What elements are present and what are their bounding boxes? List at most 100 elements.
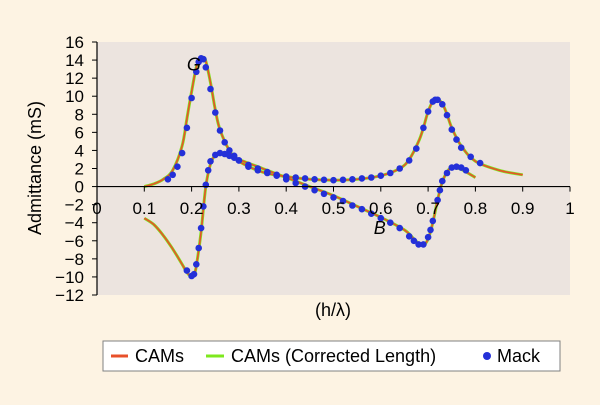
- y-tick-label: 14: [65, 51, 84, 70]
- y-tick-label: 4: [75, 141, 84, 160]
- x-tick-label: 0.3: [227, 199, 251, 218]
- legend-swatch-mack: [483, 352, 491, 360]
- mack-point: [221, 139, 228, 146]
- mack-point: [207, 158, 214, 165]
- mack-point: [405, 233, 413, 240]
- mack-point: [320, 176, 328, 184]
- x-axis-title: (h/λ): [315, 300, 351, 320]
- mack-point: [439, 101, 446, 108]
- mack-point: [330, 194, 337, 201]
- mack-point: [183, 124, 191, 132]
- mack-point: [453, 136, 460, 143]
- mack-point: [434, 96, 441, 104]
- mack-point: [200, 203, 207, 210]
- x-tick-label: 0.6: [369, 199, 393, 218]
- mack-point: [320, 190, 328, 198]
- mack-point: [410, 237, 418, 245]
- mack-point: [174, 163, 181, 170]
- x-tick-label: 1: [565, 199, 574, 218]
- mack-point: [245, 161, 252, 169]
- mack-point: [405, 157, 413, 164]
- mack-point: [202, 64, 210, 71]
- plot-area: [97, 42, 570, 295]
- mack-point: [448, 126, 456, 133]
- mack-point: [212, 109, 219, 116]
- x-tick-label: 0.7: [416, 199, 440, 218]
- mack-point: [188, 94, 195, 102]
- y-tick-label: −2: [65, 196, 84, 215]
- mack-point: [178, 149, 186, 157]
- y-tick-label: 12: [65, 69, 84, 88]
- y-tick-label: 16: [65, 33, 84, 52]
- mack-point: [226, 147, 233, 154]
- mack-point: [197, 224, 205, 232]
- x-tick-label: 0.4: [274, 199, 298, 218]
- x-tick-label: 0.2: [180, 199, 204, 218]
- y-tick-label: 10: [65, 87, 84, 106]
- mack-point: [195, 244, 202, 252]
- mack-point: [235, 157, 243, 164]
- y-tick-label: −8: [65, 250, 84, 269]
- mack-point: [443, 111, 451, 119]
- mack-point: [457, 144, 465, 151]
- mack-point: [476, 159, 484, 167]
- mack-point: [368, 174, 375, 181]
- mack-point: [420, 124, 427, 132]
- legend: CAMs CAMs (Corrected Length) Mack: [102, 340, 561, 372]
- mack-point: [415, 241, 422, 248]
- x-tick-label: 0: [92, 199, 101, 218]
- mack-point: [254, 165, 262, 172]
- mack-point: [164, 176, 172, 183]
- x-tick-label: 0.8: [464, 199, 488, 218]
- mack-point: [273, 172, 281, 179]
- mack-point: [396, 224, 404, 232]
- mack-point: [349, 202, 356, 209]
- mack-point: [193, 261, 200, 268]
- mack-point: [429, 217, 437, 225]
- mack-point: [387, 169, 394, 177]
- mack-point: [377, 172, 385, 179]
- mack-point: [311, 176, 318, 183]
- legend-label-mack: Mack: [497, 346, 541, 366]
- mack-point: [358, 175, 366, 182]
- mack-point: [207, 85, 214, 93]
- y-tick-label: 8: [75, 105, 84, 124]
- y-tick-label: 0: [75, 178, 84, 197]
- mack-point: [396, 165, 404, 172]
- mack-point: [427, 226, 434, 234]
- x-tick-label: 0.1: [132, 199, 156, 218]
- mack-point: [377, 214, 385, 222]
- mack-point: [434, 196, 441, 204]
- x-tick-label: 0.5: [322, 199, 346, 218]
- mack-point: [439, 177, 446, 185]
- mack-point: [216, 127, 224, 134]
- mack-point: [436, 186, 444, 194]
- axes: [92, 41, 571, 296]
- mack-point: [183, 267, 191, 274]
- mack-point: [387, 219, 394, 226]
- annotation-g: G: [187, 55, 201, 75]
- mack-point: [443, 169, 451, 177]
- mack-point: [190, 270, 198, 278]
- mack-point: [349, 176, 356, 183]
- mack-point: [282, 176, 290, 183]
- mack-point: [462, 167, 470, 174]
- mack-point: [264, 168, 271, 176]
- mack-point: [467, 153, 475, 161]
- mack-point: [330, 176, 337, 184]
- mack-point: [200, 55, 207, 63]
- y-axis-title: Admittance (mS): [25, 101, 45, 235]
- mack-point: [413, 145, 420, 152]
- series-markers: [164, 55, 484, 280]
- y-tick-label: −6: [65, 232, 84, 251]
- mack-point: [424, 233, 432, 241]
- mack-point: [339, 176, 347, 184]
- y-tick-label: 2: [75, 160, 84, 179]
- mack-point: [358, 205, 366, 213]
- mack-point: [368, 210, 375, 217]
- mack-point: [339, 197, 347, 205]
- mack-point: [420, 241, 427, 248]
- legend-label-cams-corrected: CAMs (Corrected Length): [231, 346, 436, 366]
- mack-point: [169, 171, 176, 179]
